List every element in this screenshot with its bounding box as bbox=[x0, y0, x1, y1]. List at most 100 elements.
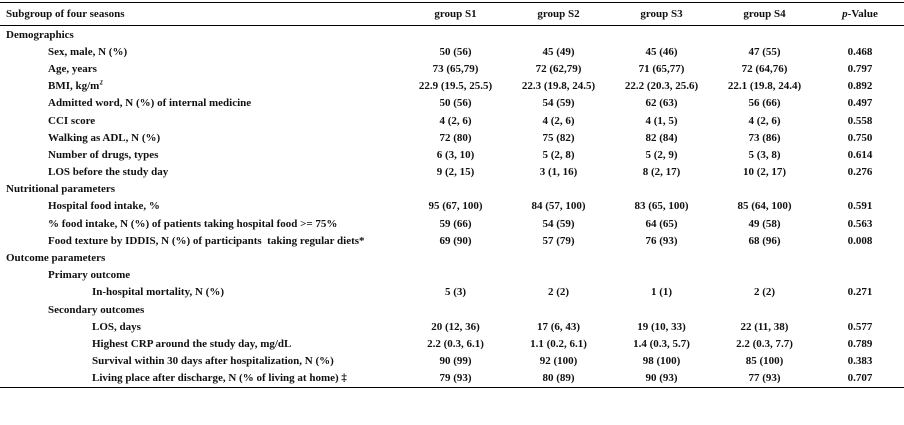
p-value: 0.797 bbox=[847, 62, 873, 75]
p-value: 0.563 bbox=[847, 217, 873, 230]
cell: 90 (93) bbox=[645, 372, 678, 385]
row-label: Survival within 30 days after hospitaliz… bbox=[0, 355, 404, 367]
cell: 92 (100) bbox=[539, 355, 578, 368]
cell: 22.2 (20.3, 25.6) bbox=[624, 80, 699, 93]
cell: 1 (1) bbox=[650, 286, 673, 299]
row-label-text: Sex, male, N (%) bbox=[48, 45, 128, 58]
cell: 75 (82) bbox=[542, 131, 575, 144]
row-label-text: Food texture by IDDIS, N (%) of particip… bbox=[48, 234, 365, 247]
row-label-sup: 2 bbox=[99, 80, 103, 87]
row-label-text: Age, years bbox=[48, 62, 97, 75]
row-label-text: Number of drugs, types bbox=[48, 148, 159, 161]
cell: 56 (66) bbox=[748, 97, 781, 110]
row-label: LOS before the study day bbox=[0, 166, 404, 178]
cell: 4 (2, 6) bbox=[748, 114, 781, 127]
row-label: BMI, kg/m2 bbox=[0, 80, 404, 92]
cell: 83 (65, 100) bbox=[634, 200, 689, 213]
p-value: 0.558 bbox=[847, 114, 873, 127]
table-row: Hospital food intake, % 95 (67, 100) 84 (5… bbox=[0, 198, 904, 215]
p-value: 0.276 bbox=[847, 166, 873, 179]
row-label-text: LOS, days bbox=[92, 320, 141, 333]
cell: 71 (65,77) bbox=[638, 62, 685, 75]
cell: 79 (93) bbox=[439, 372, 472, 385]
table-row: CCI score 4 (2, 6) 4 (2, 6) 4 (1, 5) 4 (2, 6… bbox=[0, 112, 904, 129]
cell: 50 (56) bbox=[439, 97, 472, 110]
cell: 2.2 (0.3, 6.1) bbox=[427, 337, 484, 350]
row-label: LOS, days bbox=[0, 321, 404, 333]
subsection-title: Secondary outcomes bbox=[48, 303, 145, 316]
row-label-text: Survival within 30 days after hospitaliz… bbox=[92, 355, 334, 368]
cell: 54 (59) bbox=[542, 97, 575, 110]
cell: 62 (63) bbox=[645, 97, 678, 110]
cell: 5 (2, 8) bbox=[542, 148, 575, 161]
table-row: Primary outcome bbox=[0, 267, 904, 284]
table-row: LOS before the study day 9 (2, 15) 3 (1, 1… bbox=[0, 164, 904, 181]
cell: 5 (2, 9) bbox=[645, 148, 678, 161]
header-group: group S2 bbox=[537, 8, 580, 20]
table-row: Sex, male, N (%) 50 (56) 45 (49) 45 (46) 47 … bbox=[0, 43, 904, 60]
p-value: 0.271 bbox=[847, 286, 873, 299]
table-row: Admitted word, N (%) of internal medicin… bbox=[0, 95, 904, 112]
cell: 22.3 (19.8, 24.5) bbox=[521, 80, 596, 93]
cell: 54 (59) bbox=[542, 217, 575, 230]
table-row: Outcome parameters bbox=[0, 249, 904, 266]
cell: 85 (100) bbox=[745, 355, 784, 368]
table-row: Nutritional parameters bbox=[0, 181, 904, 198]
row-label: Sex, male, N (%) bbox=[0, 46, 404, 58]
p-value: 0.577 bbox=[847, 320, 873, 333]
cell: 22 (11, 38) bbox=[740, 320, 789, 333]
p-value: 0.614 bbox=[847, 148, 873, 161]
table-row: Subgroup of four seasons group S1 group S2… bbox=[0, 2, 904, 26]
row-label-text: LOS before the study day bbox=[48, 166, 169, 179]
cell: 6 (3, 10) bbox=[436, 148, 475, 161]
cell: 59 (66) bbox=[439, 217, 472, 230]
row-label: Highest CRP around the study day, mg/dL bbox=[0, 338, 404, 350]
row-label-text: % food intake, N (%) of patients taking … bbox=[48, 217, 338, 230]
cell: 72 (64,76) bbox=[741, 62, 788, 75]
subsection-title: Primary outcome bbox=[48, 269, 131, 282]
cell: 84 (57, 100) bbox=[531, 200, 586, 213]
row-label: Age, years bbox=[0, 63, 404, 75]
row-label: Admitted word, N (%) of internal medicin… bbox=[0, 97, 404, 109]
p-value: 0.892 bbox=[847, 80, 873, 93]
header-p: p-Value bbox=[816, 8, 904, 20]
cell: 17 (6, 43) bbox=[536, 320, 581, 333]
row-label-text: Hospital food intake, % bbox=[48, 200, 160, 213]
cell: 5 (3) bbox=[444, 286, 467, 299]
cell: 76 (93) bbox=[645, 234, 678, 247]
row-label-text: Living place after discharge, N (% of li… bbox=[92, 372, 347, 385]
cell: 2 (2) bbox=[753, 286, 776, 299]
row-label: Number of drugs, types bbox=[0, 149, 404, 161]
cell: 1.4 (0.3, 5.7) bbox=[633, 337, 690, 350]
cell: 80 (89) bbox=[542, 372, 575, 385]
cell: 19 (10, 33) bbox=[637, 320, 686, 333]
cell: 72 (80) bbox=[439, 131, 472, 144]
cell: 64 (65) bbox=[645, 217, 678, 230]
row-label: In-hospital mortality, N (%) bbox=[0, 286, 404, 298]
row-label-text: Admitted word, N (%) of internal medicin… bbox=[48, 97, 252, 110]
cell: 47 (55) bbox=[748, 45, 781, 58]
header-group: group S3 bbox=[640, 8, 683, 20]
row-label-text: In-hospital mortality, N (%) bbox=[92, 286, 224, 299]
row-label: Living place after discharge, N (% of li… bbox=[0, 372, 404, 384]
table-row: Highest CRP around the study day, mg/dL 2… bbox=[0, 335, 904, 352]
cell: 95 (67, 100) bbox=[428, 200, 483, 213]
cell: 3 (1, 16) bbox=[539, 166, 578, 179]
table-row: Secondary outcomes bbox=[0, 301, 904, 318]
cell: 50 (56) bbox=[439, 45, 472, 58]
cell: 49 (58) bbox=[748, 217, 781, 230]
cell: 22.9 (19.5, 25.5) bbox=[418, 80, 493, 93]
table-row: Demographics bbox=[0, 26, 904, 43]
p-value: 0.468 bbox=[847, 45, 873, 58]
cell: 72 (62,79) bbox=[535, 62, 582, 75]
cell: 20 (12, 36) bbox=[431, 320, 480, 333]
table-row: % food intake, N (%) of patients taking … bbox=[0, 215, 904, 232]
p-value: 0.750 bbox=[847, 131, 873, 144]
cell: 90 (99) bbox=[439, 355, 472, 368]
table: Subgroup of four seasons group S1 group S2… bbox=[0, 2, 904, 388]
cell: 73 (65,79) bbox=[432, 62, 479, 75]
row-label-text: Walking as ADL, N (%) bbox=[48, 131, 161, 144]
row-label: Food texture by IDDIS, N (%) of particip… bbox=[0, 235, 404, 247]
row-label: Walking as ADL, N (%) bbox=[0, 132, 404, 144]
